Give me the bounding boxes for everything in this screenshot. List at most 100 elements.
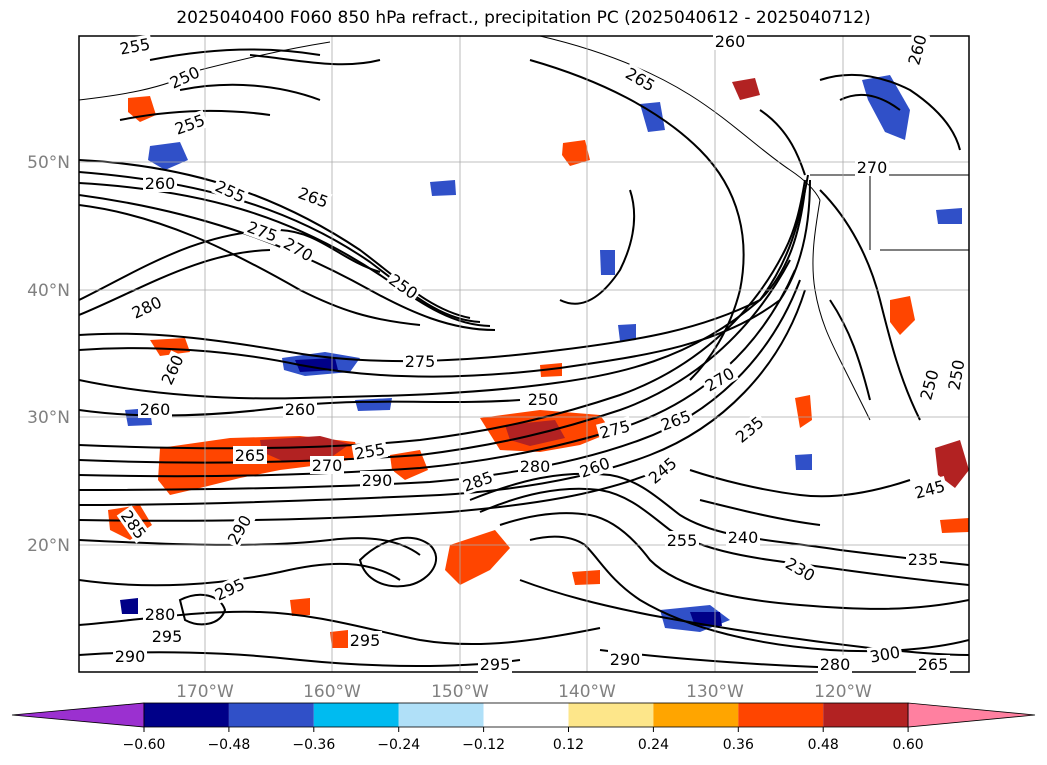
svg-text:260: 260 — [145, 174, 176, 193]
colorbar: −0.60 −0.48 −0.36 −0.24 −0.12 0.12 0.24 0.36 0.4… — [11, 702, 1036, 753]
precip-patch-positive — [445, 530, 510, 585]
precip-patch-positive — [890, 296, 915, 335]
colorbar-extend-high — [907, 702, 1036, 728]
colorbar-bin — [228, 703, 314, 727]
precip-patch-positive — [572, 570, 600, 585]
latitude-tick-label: 30°N — [27, 408, 70, 428]
svg-text:265: 265 — [235, 446, 266, 465]
graticule — [79, 36, 969, 672]
longitude-tick-label: 170°W — [176, 682, 234, 702]
svg-text:235: 235 — [908, 550, 939, 569]
colorbar-tick-label: 0.36 — [723, 737, 754, 753]
precip-patch-negative — [618, 324, 636, 341]
contour-label: 260 — [143, 174, 177, 193]
contour-label: 280 — [818, 655, 852, 674]
colorbar-bin — [568, 703, 654, 727]
svg-text:270: 270 — [312, 456, 343, 475]
contour-label: 290 — [113, 647, 147, 666]
precip-patch-negative — [355, 398, 392, 411]
svg-text:275: 275 — [405, 352, 436, 371]
colorbar-bin — [398, 703, 484, 727]
svg-text:270: 270 — [857, 158, 888, 177]
latitude-tick-label: 50°N — [27, 153, 70, 173]
latitude-labels: 50°N 40°N 30°N 20°N — [27, 153, 70, 556]
contour-label: 265 — [916, 655, 950, 674]
contour-label: 290 — [360, 471, 394, 490]
longitude-labels: 170°W 160°W 150°W 140°W 130°W 120°W — [176, 682, 872, 702]
contour-label: 260 — [138, 400, 172, 419]
contour-label: 250 — [526, 390, 560, 409]
svg-text:295: 295 — [152, 627, 183, 646]
colorbar-bin — [823, 703, 909, 727]
svg-text:290: 290 — [115, 647, 146, 666]
contour-label: 295 — [150, 627, 184, 646]
latitude-tick-label: 40°N — [27, 281, 70, 301]
precip-patch-positive — [390, 450, 428, 480]
colorbar-tick-label: −0.36 — [292, 737, 335, 753]
colorbar-tick-label: 0.12 — [553, 737, 584, 753]
svg-text:255: 255 — [667, 531, 698, 550]
colorbar-bin — [483, 703, 569, 727]
contour-label: 255 — [351, 439, 389, 464]
precip-patch-negative — [690, 612, 722, 626]
precip-patch-positive — [732, 78, 760, 100]
colorbar-bin — [144, 703, 229, 727]
colorbar-bin — [313, 703, 399, 727]
svg-text:265: 265 — [918, 655, 949, 674]
contour-label: 300 — [866, 642, 904, 667]
colorbar-bin — [738, 703, 824, 727]
colorbar-tick-label: −0.60 — [123, 737, 166, 753]
svg-text:295: 295 — [350, 631, 381, 650]
precip-patch-positive — [290, 598, 310, 616]
precip-patch-negative — [936, 208, 962, 224]
precip-patch-positive — [562, 140, 590, 166]
map-title: 2025040400 F060 850 hPa refract., precip… — [176, 8, 871, 28]
precip-patch-positive — [260, 436, 350, 462]
precip-patch-negative — [600, 250, 615, 275]
contour-label: 290 — [608, 650, 642, 669]
longitude-tick-label: 120°W — [814, 682, 872, 702]
contour-label: 235 — [906, 550, 940, 569]
contour-label: 240 — [726, 528, 760, 547]
svg-text:290: 290 — [610, 650, 641, 669]
contour-label: 265 — [233, 446, 267, 465]
colorbar-tick-label: −0.24 — [377, 737, 420, 753]
svg-text:240: 240 — [728, 528, 759, 547]
precip-patch-negative — [795, 454, 812, 470]
precip-patch-negative — [148, 142, 188, 170]
precip-patch-negative — [120, 598, 138, 614]
longitude-tick-label: 130°W — [686, 682, 744, 702]
contour-label: 295 — [478, 655, 512, 674]
contour-label: 270 — [310, 456, 344, 475]
colorbar-extend-low — [11, 702, 145, 728]
contour-label: 265 — [294, 182, 333, 212]
precip-patch-positive — [795, 395, 812, 428]
colorbar-tick-label: 0.48 — [808, 737, 839, 753]
contour-label: 275 — [403, 352, 437, 371]
svg-text:280: 280 — [520, 457, 551, 476]
precip-patch-negative — [862, 75, 910, 140]
longitude-tick-label: 150°W — [431, 682, 489, 702]
svg-text:280: 280 — [820, 655, 851, 674]
precip-patch-positive — [150, 338, 190, 356]
svg-text:260: 260 — [140, 400, 171, 419]
contour-label: 250 — [944, 356, 969, 394]
longitude-tick-label: 160°W — [303, 682, 361, 702]
colorbar-bin — [653, 703, 739, 727]
svg-text:290: 290 — [362, 471, 393, 490]
svg-text:250: 250 — [528, 390, 559, 409]
precip-patch-positive — [935, 440, 969, 488]
contour-label: 280 — [518, 457, 552, 476]
contour-label: 270 — [855, 158, 889, 177]
precip-patch-positive — [330, 630, 348, 648]
colorbar-tick-label: −0.12 — [462, 737, 505, 753]
colorbar-tick-label: 0.60 — [893, 737, 924, 753]
longitude-tick-label: 140°W — [558, 682, 616, 702]
precip-patch-positive — [940, 518, 969, 533]
latitude-tick-label: 20°N — [27, 536, 70, 556]
precip-patch-negative — [430, 180, 456, 196]
contour-label: 255 — [665, 531, 699, 550]
svg-text:260: 260 — [285, 400, 316, 419]
contour-label: 260 — [713, 32, 747, 51]
